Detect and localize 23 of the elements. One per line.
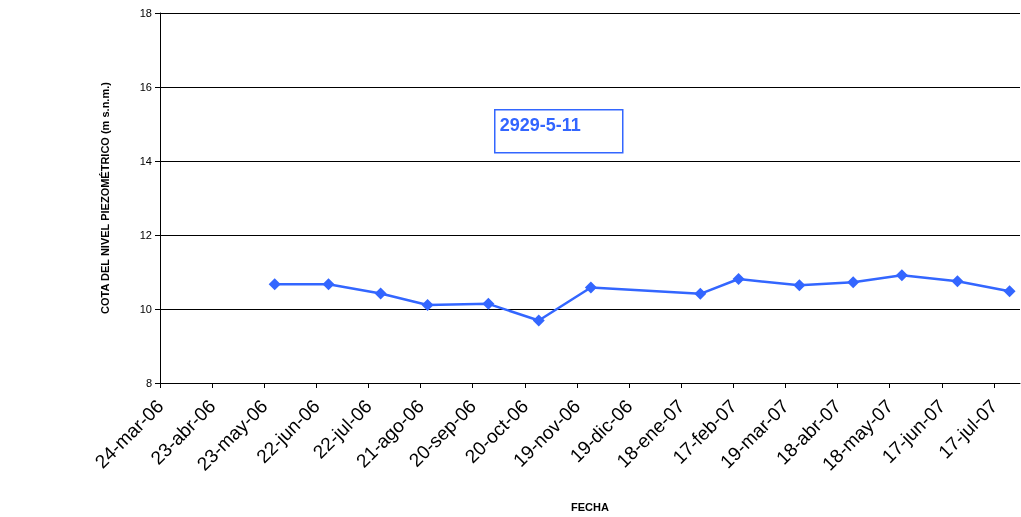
y-tick-label: 18 (139, 7, 152, 19)
point (532, 314, 545, 327)
point (374, 287, 387, 300)
y-tick-label: 16 (139, 81, 152, 93)
point (584, 281, 597, 294)
point (1003, 285, 1016, 298)
y-axis-title: COTA DEL NIVEL PIEZOMÉTRICO (m s.n.m.) (98, 81, 111, 314)
point (694, 287, 707, 300)
x-axis-title: FECHA (571, 500, 609, 513)
y-tick-label: 10 (139, 303, 152, 315)
point (793, 279, 806, 292)
y-tick-label: 14 (139, 155, 152, 167)
point (847, 276, 860, 289)
point (732, 273, 745, 286)
point (482, 297, 495, 310)
point (421, 298, 434, 311)
point (268, 278, 281, 291)
y-tick-label: 12 (139, 229, 152, 241)
point (895, 269, 908, 282)
point (322, 278, 335, 291)
annotation: 2929-5-11 (499, 114, 581, 135)
y-tick-label: 8 (145, 377, 152, 389)
point (951, 275, 964, 288)
